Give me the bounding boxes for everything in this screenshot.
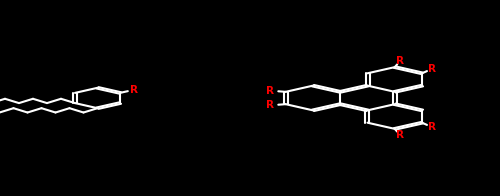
Text: R: R [428, 122, 436, 132]
Text: R: R [266, 86, 274, 96]
Text: R: R [130, 85, 138, 95]
Text: R: R [266, 100, 274, 110]
Text: R: R [396, 56, 404, 66]
Text: R: R [428, 64, 436, 74]
Text: R: R [396, 130, 404, 140]
